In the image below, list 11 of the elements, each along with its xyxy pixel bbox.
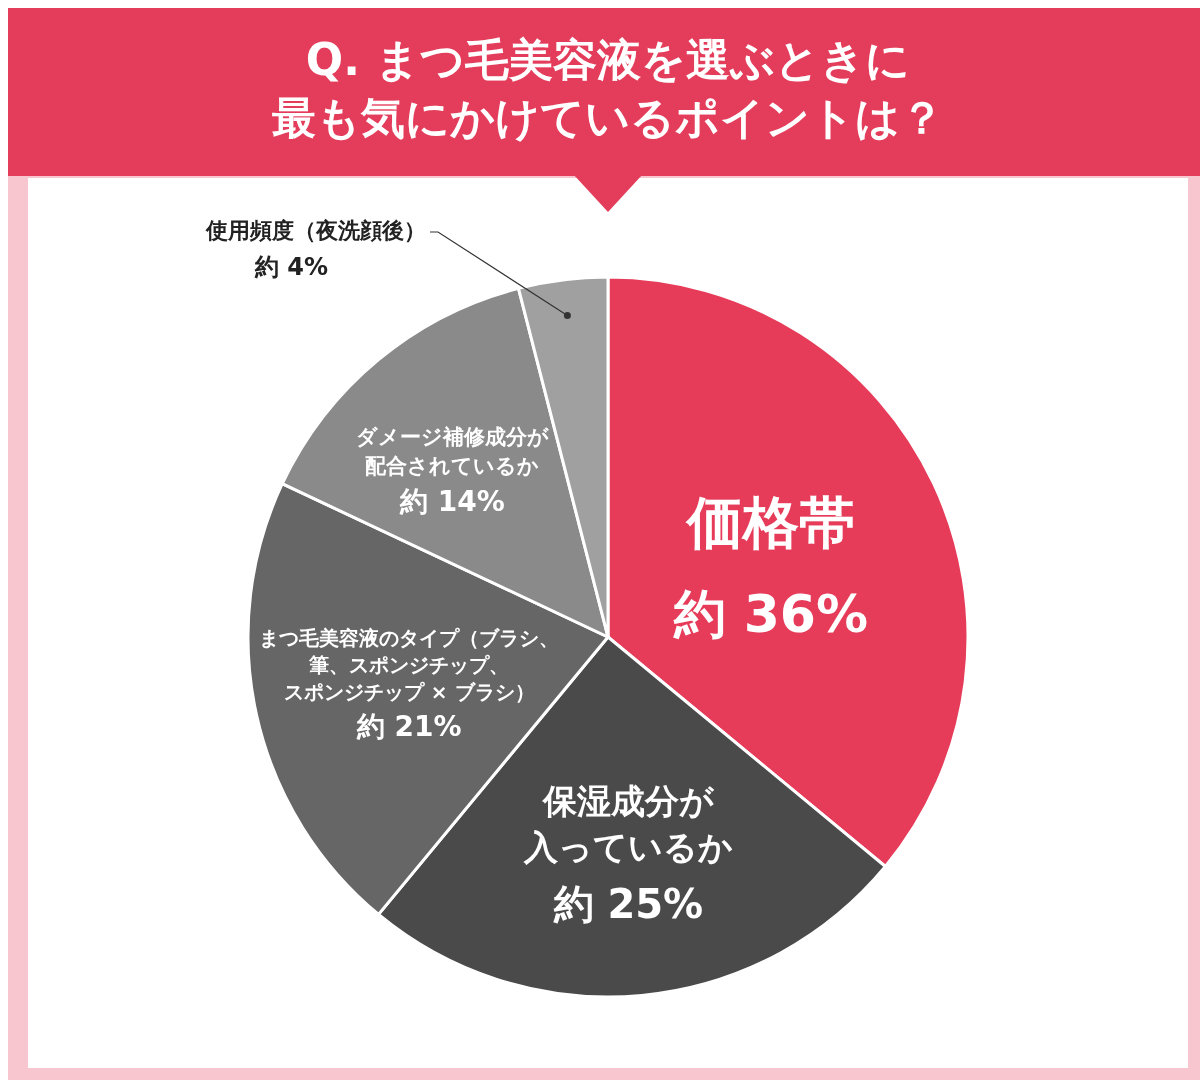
data-label: 約 21%	[355, 710, 462, 744]
slice-label: ダメージ補修成分が配合されているか	[355, 425, 549, 478]
data-label: 約 14%	[398, 485, 505, 519]
data-label: 約 25%	[552, 880, 704, 927]
slice-label: まつ毛美容液のタイプ（ブラシ、筆、スポンジチップ、スポンジチップ × ブラシ）	[259, 625, 560, 704]
data-label: 約 36%	[672, 583, 869, 644]
slice-label: 保湿成分が入っているか	[522, 780, 733, 867]
chart-title: Q. まつ毛美容液を選ぶときに最も気にかけているポイントは？	[272, 34, 944, 143]
slice-label: 価格帯	[684, 489, 855, 555]
slice-label: 使用頻度（夜洗顔後）	[205, 218, 426, 243]
data-label: 約 4%	[253, 253, 328, 281]
